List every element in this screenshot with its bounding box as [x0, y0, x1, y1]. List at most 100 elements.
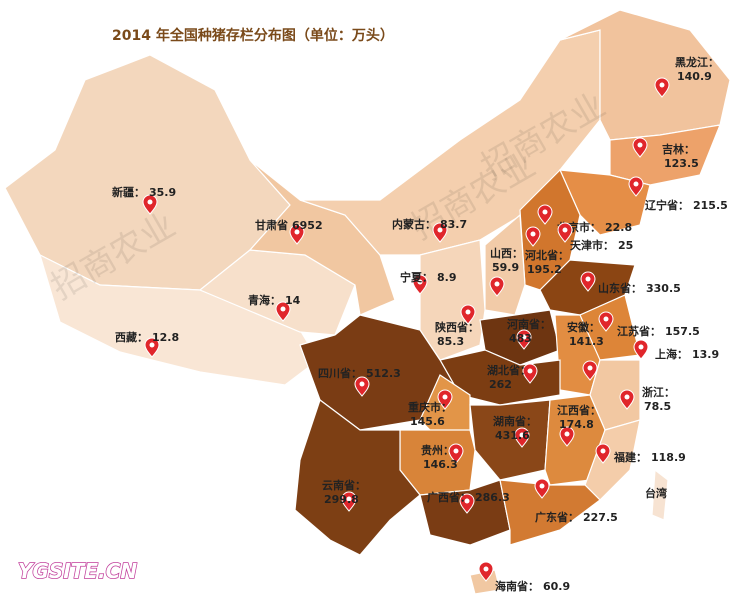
- title: 2014 年全国种猪存栏分布图（单位：万头）: [112, 27, 394, 44]
- region-value: 330.5: [646, 282, 681, 295]
- labels: 黑龙江： 140.9 吉林： 123.5 辽宁省： 215.5 新疆： 35.9 甘肃省 6952…: [112, 55, 728, 593]
- taiwan-shape: [651, 468, 669, 521]
- region-value: 262: [489, 378, 512, 391]
- region-name: 辽宁省：: [645, 198, 689, 212]
- region-name: 海南省：: [495, 579, 539, 593]
- region-value: 157.5: [665, 325, 700, 338]
- pin-dot: [587, 365, 593, 371]
- region-label: 湖北省： 262: [487, 363, 531, 391]
- site-watermark: YGSITE.CN: [18, 559, 137, 583]
- region-name: 广西省：: [427, 490, 471, 504]
- region-name: 四川省：: [318, 366, 362, 380]
- yunnan: [294, 399, 421, 556]
- pin-dot: [562, 227, 568, 233]
- taiwan-label: 台湾: [645, 486, 667, 500]
- region-label: 辽宁省： 215.5: [645, 198, 728, 212]
- region-value: 227.5: [583, 511, 618, 524]
- region-label: 河南省： 483: [507, 317, 551, 345]
- region-label: 黑龙江： 140.9: [675, 55, 719, 83]
- region-name: 河北省：: [525, 248, 569, 262]
- pin-dot: [465, 309, 471, 315]
- region-value: 83.7: [440, 218, 467, 231]
- region-name: 江西省：: [557, 403, 601, 417]
- region-value: 512.3: [366, 367, 401, 380]
- region-label: 浙江： 78.5: [642, 385, 675, 413]
- region-value: 60.9: [543, 580, 570, 593]
- region-name: 西藏：: [115, 330, 148, 344]
- pin-dot: [637, 142, 643, 148]
- pin-dot: [464, 498, 470, 504]
- region-label: 天津市： 25: [570, 238, 633, 252]
- pin-dot: [437, 227, 443, 233]
- region-value: 146.3: [423, 458, 458, 471]
- region-value: 14: [285, 294, 301, 307]
- pin-dot: [527, 368, 533, 374]
- provinces: [4, 9, 731, 595]
- region-label: 贵州： 146.3: [421, 443, 458, 471]
- region-label: 海南省： 60.9: [495, 579, 570, 593]
- region-name: 内蒙古：: [392, 217, 436, 231]
- pin-dot: [624, 394, 630, 400]
- region-label: 云南省： 299.8: [322, 478, 366, 506]
- fujian: [584, 419, 641, 501]
- pin-dot: [494, 281, 500, 287]
- region-name: 甘肃省: [255, 218, 288, 232]
- pin-dot: [294, 229, 300, 235]
- region-label: 西藏： 12.8: [115, 330, 179, 344]
- region-value: 141.3: [569, 335, 604, 348]
- region-value: 118.9: [651, 451, 686, 464]
- pin-dot: [633, 181, 639, 187]
- pin-dot: [638, 344, 644, 350]
- region-name: 黑龙江：: [675, 55, 719, 69]
- region-label: 安徽： 141.3: [567, 320, 604, 348]
- pin-dot: [147, 199, 153, 205]
- region-value: 35.9: [149, 186, 176, 199]
- region-label: 陕西省： 85.3: [435, 320, 479, 348]
- region-value: 59.9: [492, 261, 519, 274]
- region-value: 78.5: [644, 400, 671, 413]
- pin-dot: [603, 316, 609, 322]
- region-label: 江西省： 174.8: [557, 403, 601, 431]
- region-name: 贵州：: [421, 443, 454, 457]
- region-label: 江苏省： 157.5: [617, 324, 700, 338]
- region-name: 河南省：: [507, 317, 551, 331]
- region-value: 195.2: [527, 263, 562, 276]
- region-label: 山东省： 330.5: [598, 281, 681, 295]
- region-name: 陕西省：: [435, 320, 479, 334]
- region-name: 上海：: [655, 347, 688, 361]
- pin-dot: [519, 432, 525, 438]
- region-label: 宁夏： 8.9: [400, 270, 457, 284]
- region-label: 湖南省： 431.6: [493, 414, 537, 442]
- region-name: 山西：: [490, 246, 523, 260]
- pin-dot: [483, 566, 489, 572]
- region-value: 431.6: [495, 429, 530, 442]
- pin-dot: [530, 231, 536, 237]
- neimenggu: [299, 29, 601, 256]
- region-value: 299.8: [324, 493, 359, 506]
- pin-dot: [280, 306, 286, 312]
- region-value: 12.8: [152, 331, 179, 344]
- region-label: 广东省： 227.5: [535, 510, 618, 524]
- region-value: 6952: [292, 219, 323, 232]
- region-label: 山西： 59.9: [490, 246, 523, 274]
- region-value: 123.5: [664, 157, 699, 170]
- pin-dot: [453, 448, 459, 454]
- region-value: 286.3: [475, 491, 510, 504]
- pin-dot: [564, 431, 570, 437]
- region-label: 福建： 118.9: [613, 450, 686, 464]
- region-value: 215.5: [693, 199, 728, 212]
- region-label: 吉林： 123.5: [662, 142, 699, 170]
- region-name: 青海：: [248, 293, 281, 307]
- region-name: 天津市：: [570, 238, 614, 252]
- region-label: 广西省： 286.3: [427, 490, 510, 504]
- pin-dot: [359, 381, 365, 387]
- pin-dot: [585, 276, 591, 282]
- region-value: 25: [618, 239, 633, 252]
- region-value: 13.9: [692, 348, 719, 361]
- region-label: 河北省： 195.2: [525, 248, 569, 276]
- region-name: 广东省：: [535, 510, 579, 524]
- region-label: 青海： 14: [248, 293, 301, 307]
- region-label: 四川省： 512.3: [318, 366, 401, 380]
- pin-dot: [539, 483, 545, 489]
